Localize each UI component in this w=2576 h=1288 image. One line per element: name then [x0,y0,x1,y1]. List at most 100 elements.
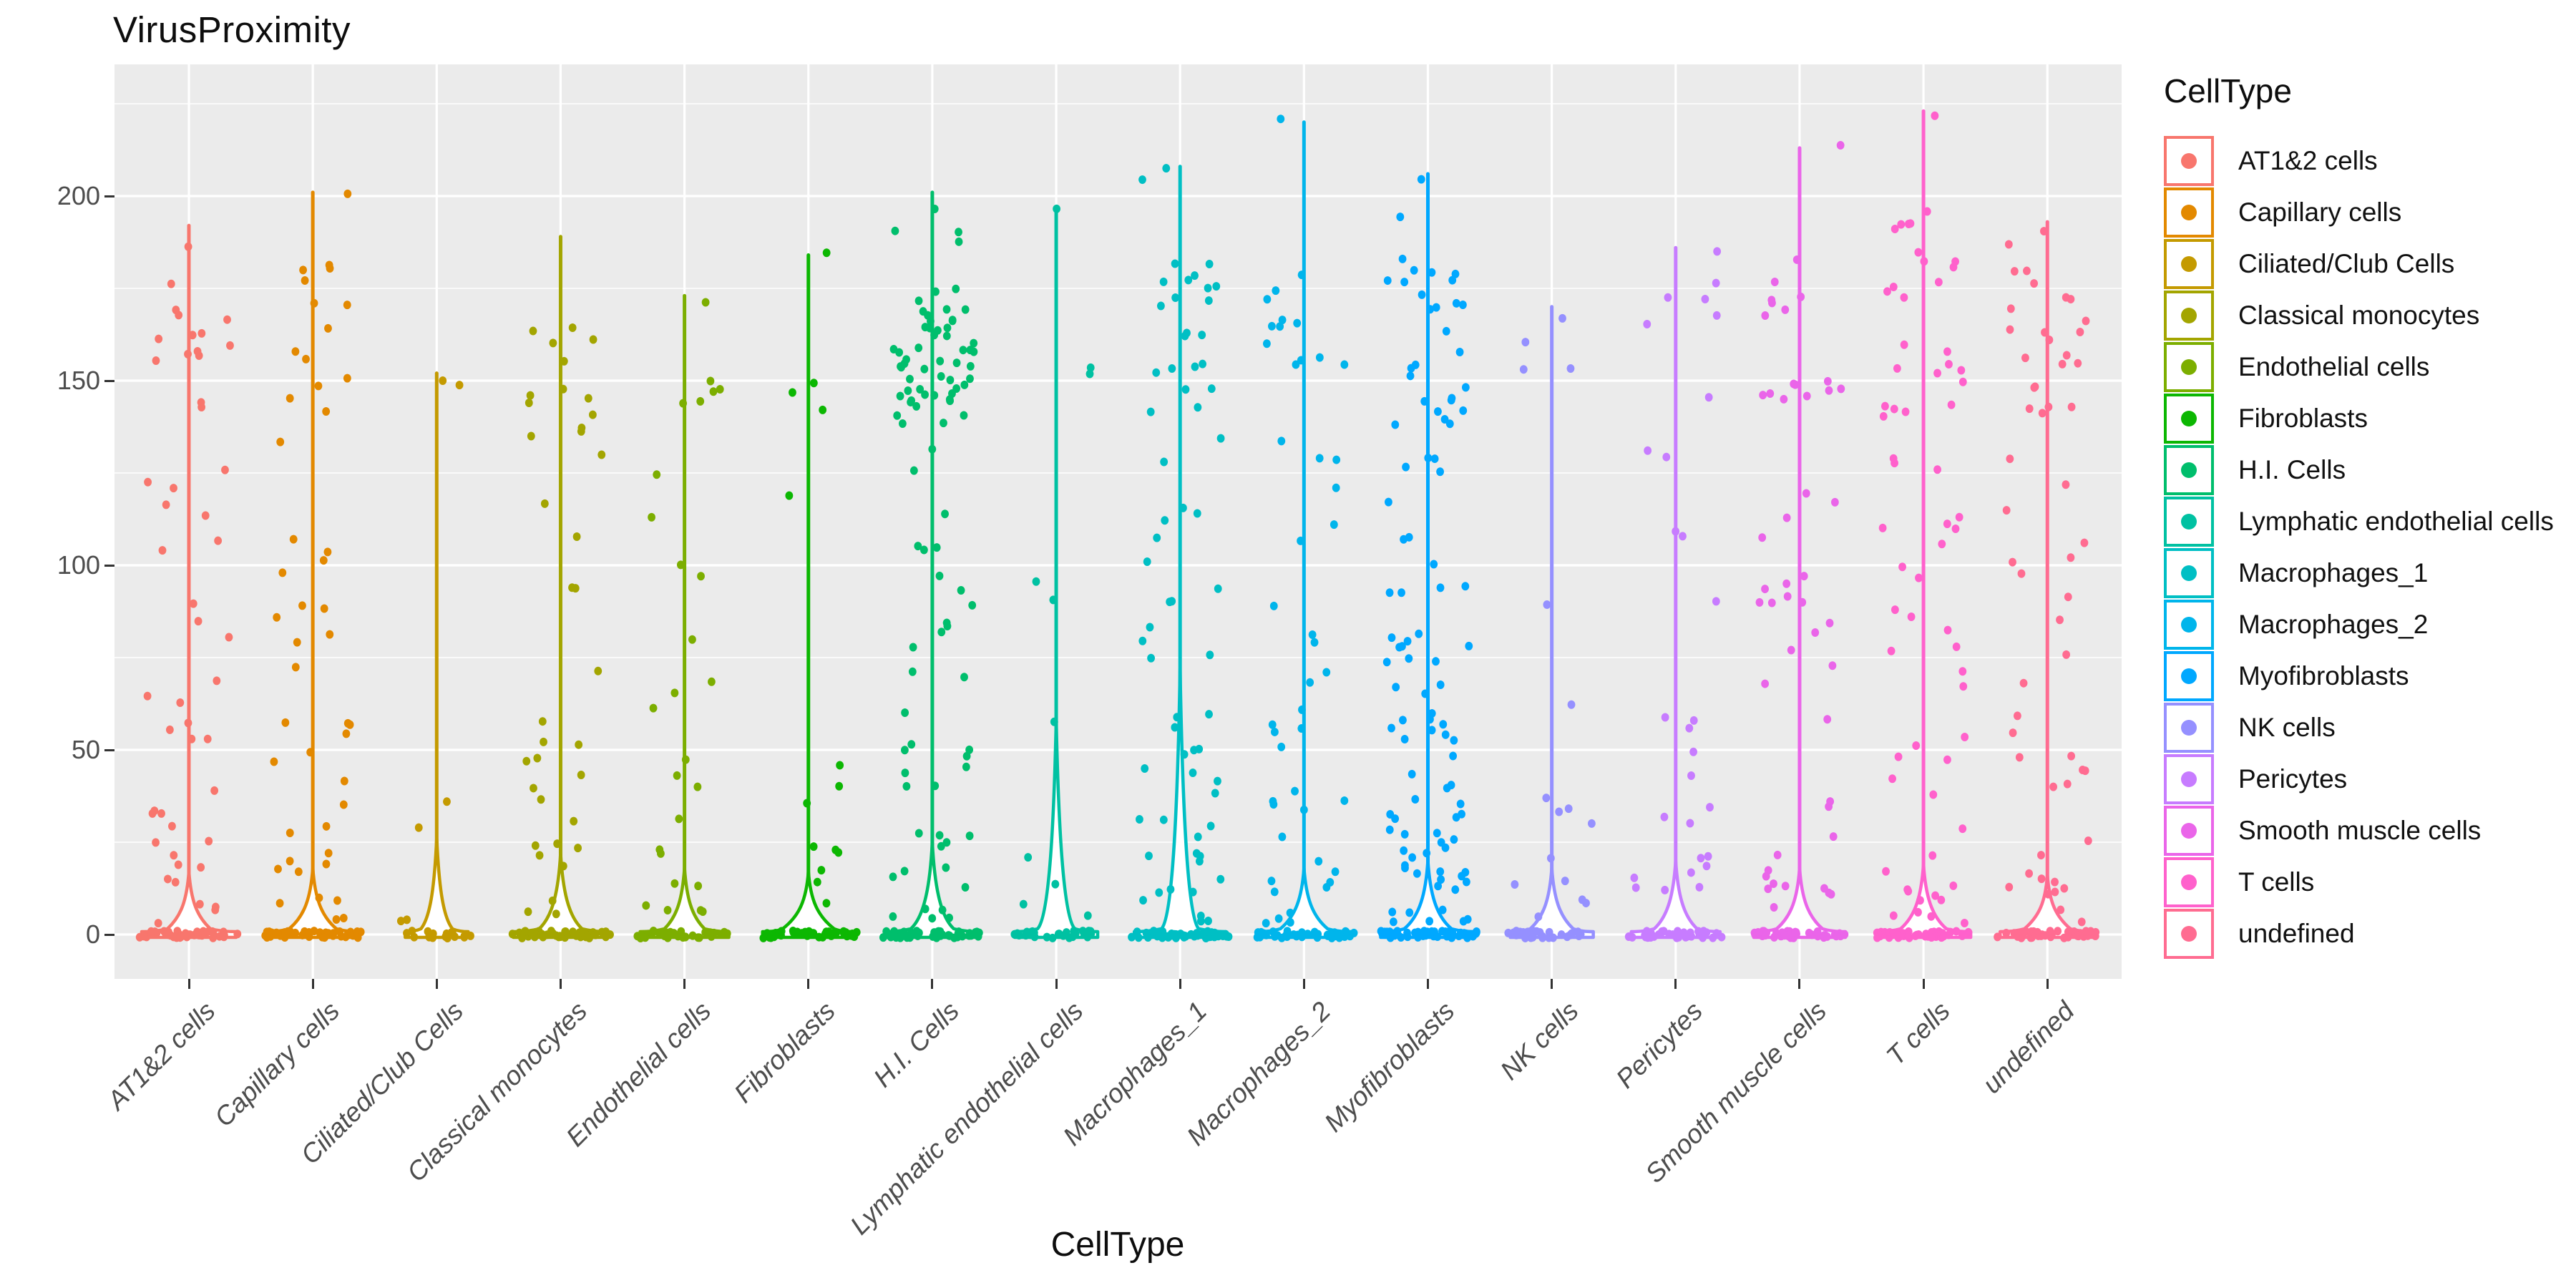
legend-label: Endothelial cells [2238,352,2430,381]
jitter-point [930,391,939,400]
jitter-point [1286,918,1294,927]
jitter-point [1768,298,1776,308]
jitter-point [1459,406,1468,415]
jitter-point [1428,726,1436,735]
jitter-point-zero [1256,930,1264,939]
jitter-point [1764,884,1772,894]
x-tick-label: Lymphatic endothelial cells [844,996,1089,1241]
jitter-point [1587,819,1596,828]
jitter-point [589,335,597,344]
jitter-point [1211,789,1219,798]
jitter-point [1826,797,1835,806]
jitter-point-zero [1545,927,1553,937]
jitter-point [1441,843,1450,852]
legend-label: Macrophages_1 [2238,558,2429,587]
legend-key-box [2164,600,2214,650]
jitter-point-zero [930,931,938,940]
jitter-point [1829,832,1838,841]
jitter-point [524,907,532,917]
jitter-point [1783,592,1792,601]
jitter-point [1166,884,1175,894]
jitter-point-zero [1927,933,1936,942]
jitter-point [1168,364,1176,374]
jitter-point-zero [233,930,242,939]
jitter-point [1820,884,1828,893]
jitter-point [1214,584,1222,593]
jitter-point [1558,313,1566,323]
jitter-point [322,407,331,416]
jitter-point [1920,257,1928,266]
jitter-point [286,857,294,866]
jitter-point [221,465,229,474]
jitter-point [1443,784,1451,793]
y-tick-label: 150 [57,366,100,395]
jitter-point [171,877,180,887]
jitter-point [1951,257,1959,266]
jitter-point [909,643,917,652]
jitter-point [326,630,334,639]
legend-dot-icon [2181,720,2197,736]
jitter-point [322,859,331,869]
jitter-point [1423,849,1431,858]
jitter-point [1943,519,1951,529]
jitter-point [942,305,951,314]
jitter-point [549,338,557,348]
jitter-point-zero [1807,930,1816,940]
jitter-point [537,795,545,804]
jitter-point-zero [1386,933,1395,942]
jitter-point-zero [1297,930,1305,939]
jitter-point [1952,642,1961,651]
violin-group-6 [759,248,861,942]
jitter-point-zero [1262,930,1270,940]
jitter-point [670,879,679,888]
y-tick-label: 50 [71,735,100,764]
jitter-point [1882,867,1890,876]
jitter-point-zero [336,927,344,937]
jitter-point [143,691,152,701]
jitter-point [1270,887,1279,897]
jitter-point-zero [1712,929,1721,938]
jitter-point [1458,872,1466,881]
legend-key-box [2164,394,2214,444]
jitter-point [144,477,152,487]
jitter-point [937,628,946,637]
jitter-point [1898,562,1906,572]
jitter-point [522,756,531,766]
x-tick-mark [683,979,686,989]
jitter-point [706,376,715,386]
jitter-point [1706,803,1714,812]
jitter-point [1781,882,1790,891]
jitter-point [1836,141,1845,150]
legend-label: NK cells [2238,713,2336,742]
jitter-point [575,740,583,749]
jitter-point [1802,391,1811,401]
jitter-point-zero [467,931,474,940]
jitter-point-zero [554,932,562,941]
jitter-point-zero [1694,927,1702,936]
jitter-point [1271,727,1279,736]
jitter-point-zero [1022,931,1030,940]
jitter-point [889,872,897,882]
jitter-point [340,776,348,786]
jitter-point [2030,279,2039,288]
jitter-point [1408,853,1417,862]
jitter-point [2056,615,2064,625]
jitter-point-zero [193,930,202,939]
jitter-point [1436,583,1445,592]
jitter-point-zero [281,928,290,937]
jitter-point [1644,446,1652,455]
plot-title: VirusProximity [113,9,351,50]
jitter-point [2057,905,2065,914]
jitter-point [657,849,665,858]
jitter-point [2006,304,2015,313]
jitter-point [670,688,679,698]
jitter-point [1297,536,1304,545]
jitter-point [1315,353,1324,362]
jitter-point [835,781,844,791]
jitter-point [1340,796,1349,805]
jitter-point [314,381,323,391]
legend-key-box [2164,909,2214,959]
legend-item: T cells [2164,857,2554,907]
jitter-point [1758,533,1767,542]
jitter-point [1519,365,1528,374]
